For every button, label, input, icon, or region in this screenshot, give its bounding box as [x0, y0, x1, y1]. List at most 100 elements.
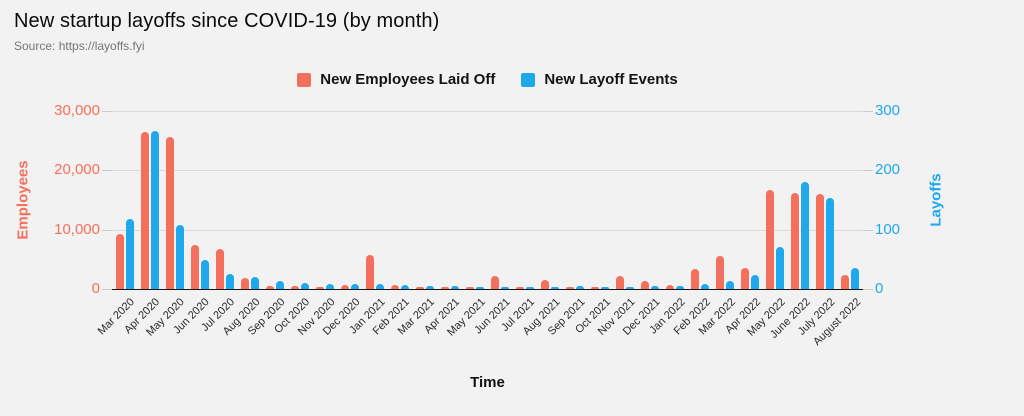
bar-group-mar-2021	[412, 111, 437, 289]
bar-employees[interactable]	[816, 194, 825, 289]
bar-group-oct-2020	[287, 111, 312, 289]
bar-employees[interactable]	[290, 286, 299, 289]
gridline	[112, 111, 863, 112]
bar-events[interactable]	[526, 287, 535, 289]
bar-group-oct-2021	[588, 111, 613, 289]
bar-employees[interactable]	[265, 286, 274, 289]
bar-events[interactable]	[826, 198, 835, 289]
bar-events[interactable]	[150, 131, 159, 289]
legend-item-events[interactable]: New Layoff Events	[521, 71, 678, 88]
axis-tickmark	[102, 111, 112, 112]
bar-employees[interactable]	[791, 192, 800, 289]
plot-area: Mar 2020 Apr 2020 May 2020 Jun 2020 Jul 2020…	[96, 111, 863, 348]
bar-events[interactable]	[751, 274, 760, 289]
left-axis-tick-label: 30,000	[54, 102, 100, 119]
bar-employees[interactable]	[591, 287, 600, 289]
gridline	[112, 229, 863, 231]
legend: New Employees Laid Off New Layoff Events	[112, 71, 863, 88]
axis-tickmark	[863, 170, 873, 172]
bar-employees[interactable]	[340, 284, 349, 289]
bar-employees[interactable]	[666, 284, 675, 289]
bar-group-jan-2021	[362, 111, 387, 289]
bar-events[interactable]	[551, 287, 560, 289]
bar-employees[interactable]	[716, 256, 725, 289]
bar-events[interactable]	[200, 259, 209, 289]
bar-employees[interactable]	[390, 284, 399, 289]
bar-employees[interactable]	[766, 189, 775, 289]
bar-events[interactable]	[375, 284, 384, 289]
bar-events[interactable]	[275, 281, 284, 289]
bar-employees[interactable]	[516, 287, 525, 289]
bar-events[interactable]	[801, 182, 810, 289]
bar-employees[interactable]	[365, 254, 374, 289]
bar-group-august-2022	[838, 111, 863, 289]
bar-employees[interactable]	[841, 274, 850, 289]
bar-group-apr-2022	[738, 111, 763, 289]
bar-events[interactable]	[125, 219, 134, 289]
legend-item-employees[interactable]: New Employees Laid Off	[297, 71, 495, 88]
bar-group-may-2020	[162, 111, 187, 289]
bar-employees[interactable]	[415, 287, 424, 289]
right-axis-tick-label: 200	[875, 161, 901, 179]
bar-employees[interactable]	[315, 287, 324, 289]
bar-events[interactable]	[300, 282, 309, 289]
bar-events[interactable]	[576, 286, 585, 289]
bar-group-feb-2021	[387, 111, 412, 289]
bar-employees[interactable]	[490, 275, 499, 289]
axis-tickmark	[102, 229, 112, 231]
bar-events[interactable]	[676, 286, 685, 289]
bar-events[interactable]	[500, 287, 509, 289]
axis-tickmark	[863, 229, 873, 231]
bar-group-july-2022	[813, 111, 838, 289]
bar-events[interactable]	[250, 277, 259, 289]
bar-events[interactable]	[701, 284, 710, 289]
bar-group-may-2021	[462, 111, 487, 289]
chart-title: New startup layoffs since COVID-19 (by m…	[14, 10, 440, 32]
bar-events[interactable]	[475, 286, 484, 289]
bar-group-apr-2020	[137, 111, 162, 289]
bar-employees[interactable]	[140, 131, 149, 289]
axis-tickmark	[863, 111, 873, 112]
bar-group-apr-2021	[437, 111, 462, 289]
bar-group-feb-2022	[688, 111, 713, 289]
bar-group-dec-2020	[337, 111, 362, 289]
bar-group-may-2022	[763, 111, 788, 289]
bar-employees[interactable]	[741, 267, 750, 289]
bar-events[interactable]	[450, 286, 459, 289]
bar-employees[interactable]	[240, 277, 249, 289]
bar-events[interactable]	[851, 268, 860, 289]
bar-group-jun-2020	[187, 111, 212, 289]
bar-events[interactable]	[325, 283, 334, 289]
bar-events[interactable]	[776, 246, 785, 289]
bar-events[interactable]	[350, 284, 359, 289]
bar-events[interactable]	[225, 274, 234, 289]
bar-employees[interactable]	[440, 287, 449, 289]
bar-employees[interactable]	[115, 233, 124, 289]
bar-events[interactable]	[601, 287, 610, 289]
bar-employees[interactable]	[215, 248, 224, 289]
bar-events[interactable]	[400, 285, 409, 289]
chart-source-link[interactable]: Source: https://layoffs.fyi	[14, 39, 145, 53]
bar-events[interactable]	[726, 281, 735, 289]
bar-employees[interactable]	[616, 275, 625, 289]
left-axis-tick-label: 0	[91, 280, 100, 297]
axis-tickmark	[102, 170, 112, 172]
legend-swatch-events-icon	[521, 72, 536, 87]
bar-employees[interactable]	[190, 245, 199, 289]
bar-employees[interactable]	[641, 281, 650, 289]
bar-events[interactable]	[175, 224, 184, 289]
bar-group-sep-2020	[262, 111, 287, 289]
bar-group-june-2022	[788, 111, 813, 289]
bar-group-nov-2020	[312, 111, 337, 289]
bar-employees[interactable]	[566, 286, 575, 289]
right-axis-title: Layoffs	[927, 173, 945, 227]
bar-group-aug-2020	[237, 111, 262, 289]
gridline	[112, 170, 863, 172]
bar-employees[interactable]	[541, 280, 550, 289]
bar-employees[interactable]	[691, 268, 700, 289]
bar-events[interactable]	[626, 286, 635, 289]
bar-employees[interactable]	[465, 287, 474, 289]
bar-events[interactable]	[425, 286, 434, 289]
bar-events[interactable]	[651, 286, 660, 289]
bar-employees[interactable]	[165, 136, 174, 289]
